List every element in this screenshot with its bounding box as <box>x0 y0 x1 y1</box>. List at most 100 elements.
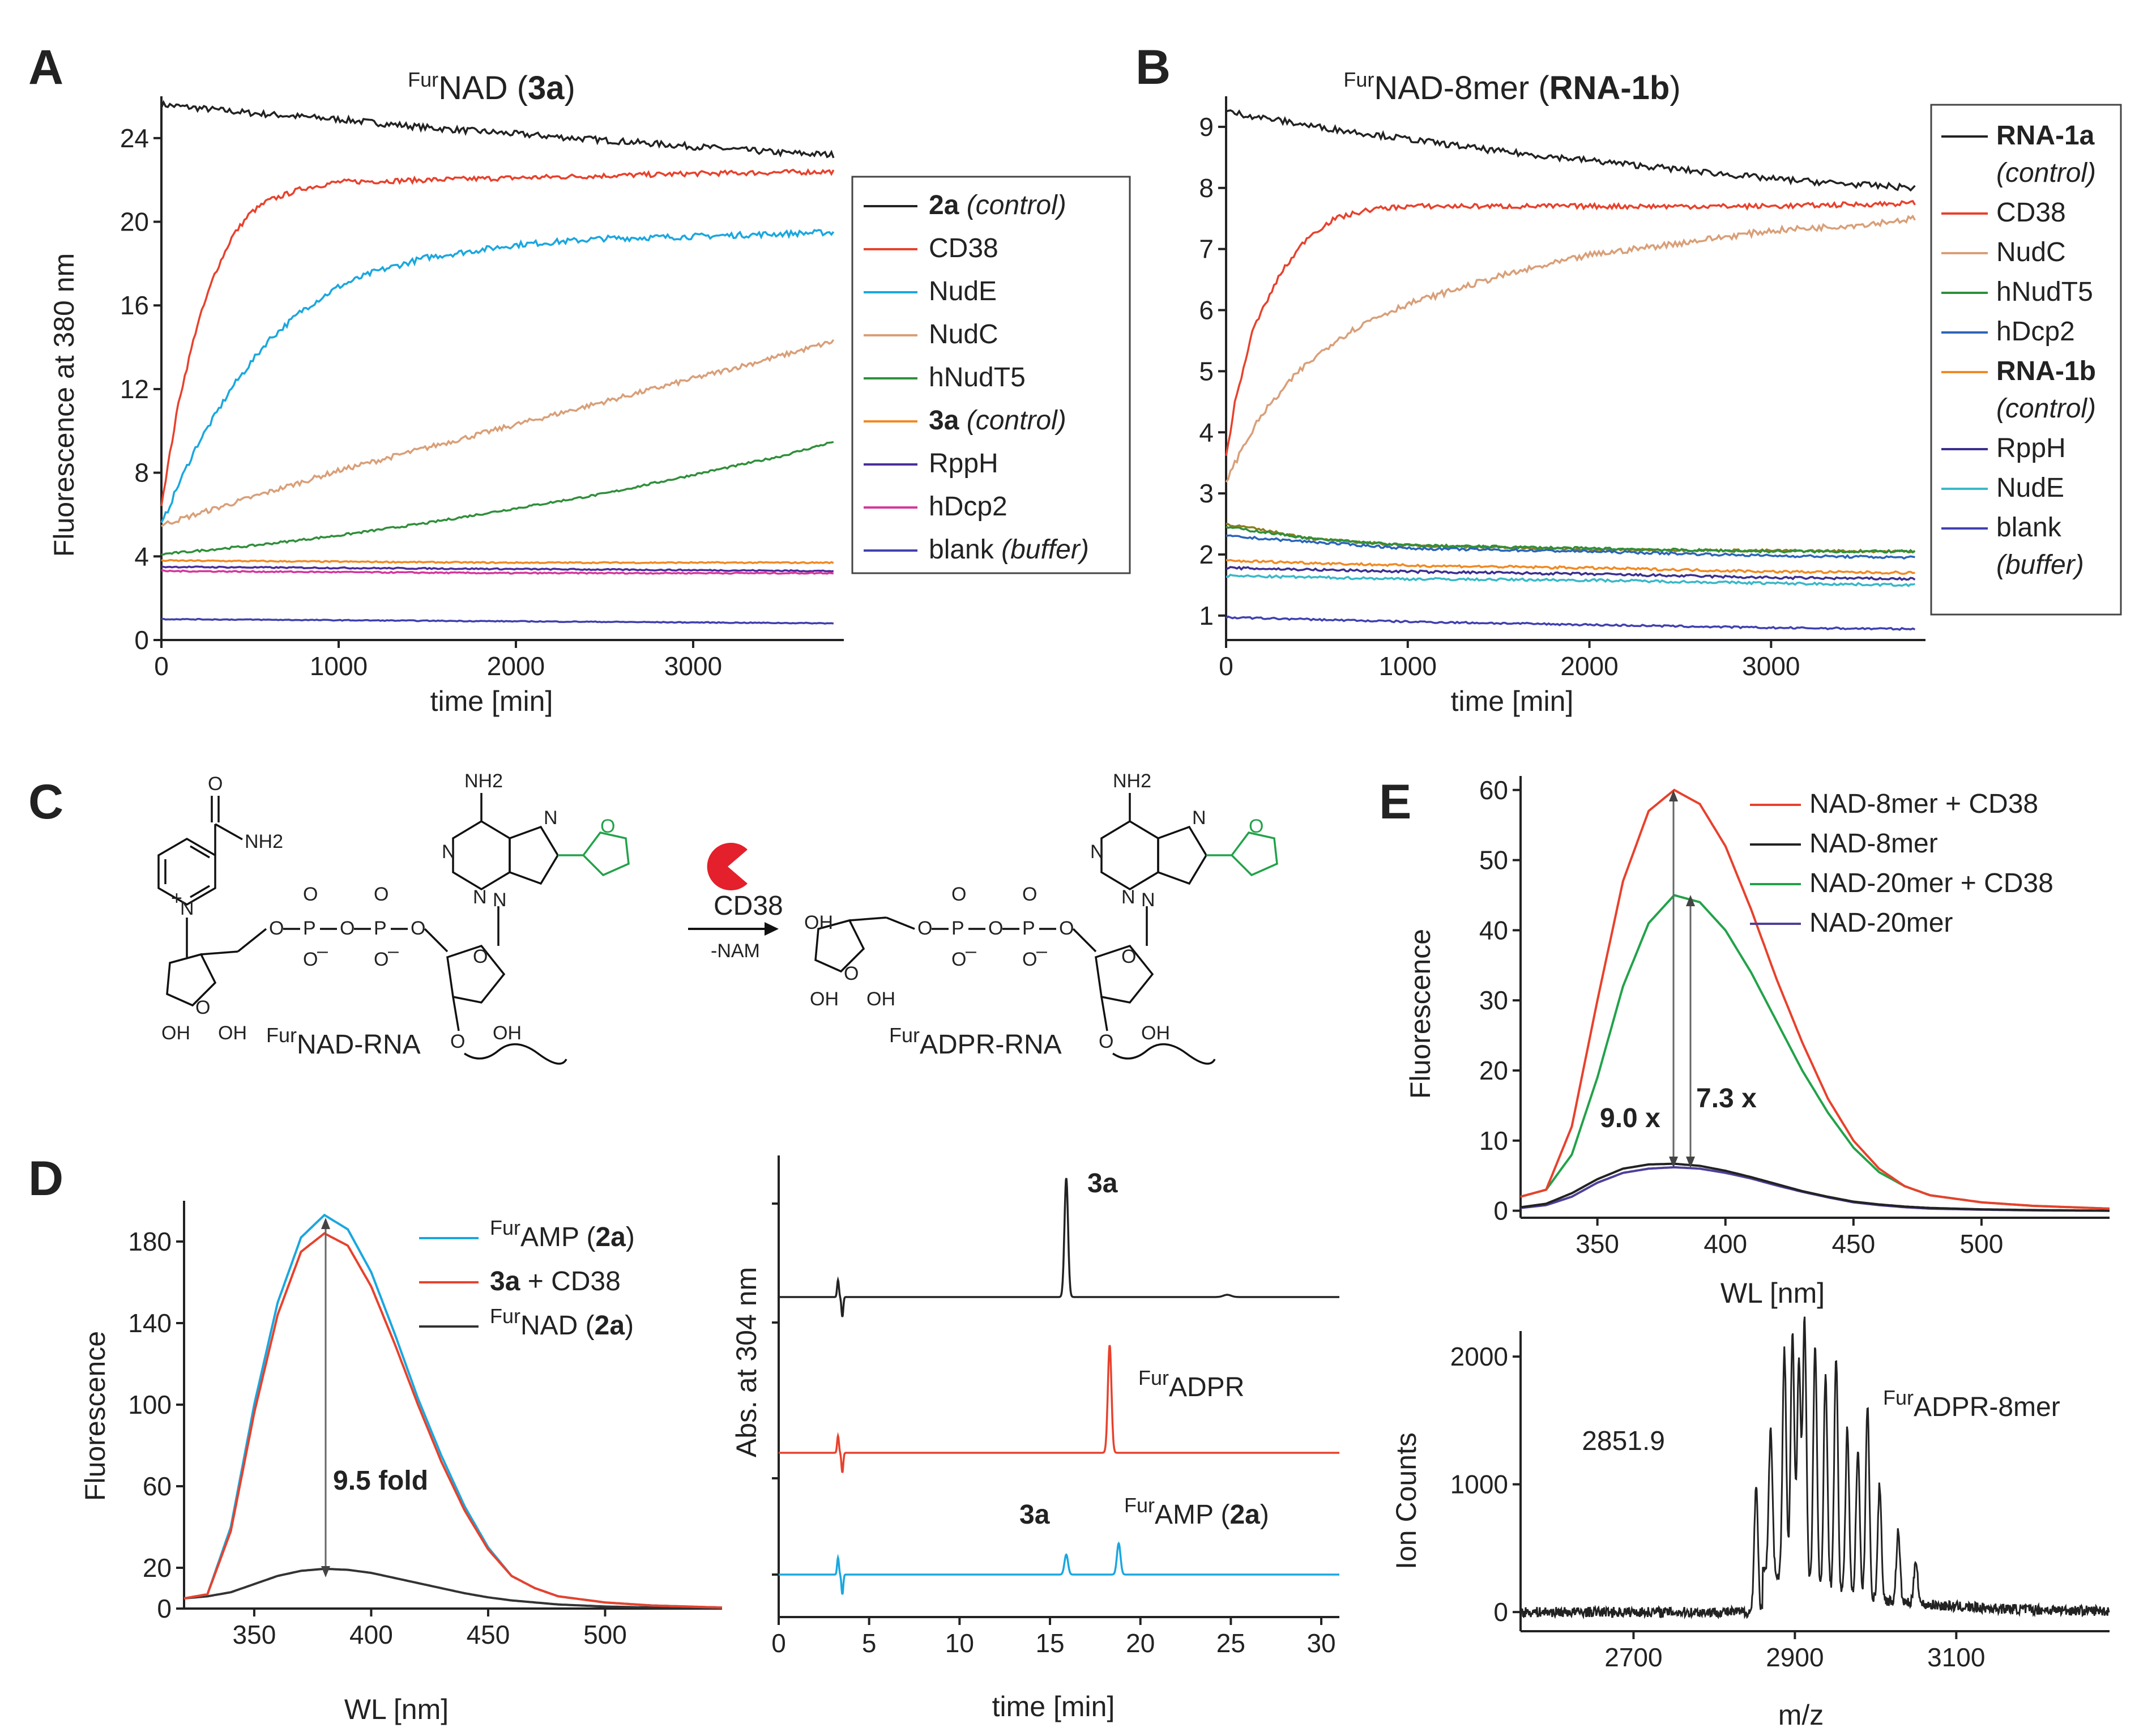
purine-nitrogen: N <box>1121 886 1135 908</box>
series-line-rna-1a-control- <box>1226 109 1916 192</box>
phosphate-oxygen: O <box>1022 949 1037 970</box>
chart-e2-spectrum <box>1519 1316 2110 1620</box>
legend-entry-a: 3a (control) <box>929 406 1066 436</box>
y-tick-label: 100 <box>128 1390 172 1419</box>
ribose-ch2 <box>200 950 238 956</box>
chart-a-legend: 2a (control) CD38 NudE NudC hNudT5 3a (contro… <box>851 176 1131 574</box>
y-tick-label: 9 <box>1199 112 1214 142</box>
legend-entry-a: blank (buffer) <box>929 535 1089 565</box>
legend-entry-a: RppH <box>929 449 998 479</box>
x-tick-label: 2000 <box>1560 651 1618 681</box>
series-line-nudc <box>161 339 835 527</box>
series-line-rpph <box>161 565 834 573</box>
purine-nitrogen: N <box>493 889 507 911</box>
legend-entry-b: hNudT5 <box>1996 277 2093 307</box>
left-diphosphate: O P O O – O P O O – O <box>269 884 449 970</box>
chart-d2-axes: 0 5 10 15 20 25 30 <box>771 1155 1339 1658</box>
negative-charge: – <box>966 940 976 962</box>
y-tick-label: 1 <box>1199 601 1214 630</box>
chart-a-axes: 0 1000 2000 3000 0 4 8 12 16 20 24 <box>120 96 844 681</box>
left-ribose: O OH OH <box>161 928 267 1044</box>
right-molecule: O OH OH OH O P O O – O P O O – O O OH <box>804 770 1278 1065</box>
y-tick-label: 180 <box>128 1227 172 1256</box>
panel-letter-d: D <box>28 1151 63 1206</box>
y-tick-label: 30 <box>1479 986 1508 1015</box>
fold-label-8mer: 9.0 x <box>1600 1103 1660 1133</box>
negative-charge: – <box>1036 940 1047 962</box>
legend-entry-b: CD38 <box>1996 198 2066 228</box>
amide-bond <box>215 823 243 841</box>
furan-oxygen: O <box>1249 816 1263 837</box>
bridge-oxygen: O <box>269 918 284 939</box>
x-tick-label: 400 <box>349 1620 393 1649</box>
peak-label-3a-blue: 3a <box>1019 1500 1050 1530</box>
y-tick-label: 60 <box>1479 775 1508 805</box>
chart-a-ylabel: Fluorescence at 380 nm <box>48 253 80 557</box>
rna-link <box>452 996 460 1031</box>
nicotinamide-ring: O NH2 N + <box>157 773 283 957</box>
y-tick-label: 5 <box>1199 356 1214 386</box>
ribose-oh: OH <box>804 912 833 933</box>
ribose-oh: OH <box>218 1022 247 1044</box>
y-tick-label: 7 <box>1199 234 1214 264</box>
series-line-rna-1b-control- <box>1226 558 1915 575</box>
x-tick-label: 3100 <box>1927 1643 1985 1672</box>
purine-nitrogen: N <box>544 807 558 829</box>
x-tick-label: 2900 <box>1766 1643 1824 1672</box>
y-tick-label: 140 <box>128 1308 172 1338</box>
chart-e1: 350 400 450 500 0 10 20 30 40 50 60 Fluorescence W… <box>1404 775 2110 1309</box>
chart-d1-axes: 350 400 450 500 0 20 60 100 140 180 <box>128 1201 722 1649</box>
legend-entry-b: RppH <box>1996 433 2066 463</box>
x-tick-label: 5 <box>862 1628 877 1658</box>
fold-arrow-head-icon <box>321 1566 330 1577</box>
x-tick-label: 500 <box>1960 1229 2004 1259</box>
legend-entry-a: hDcp2 <box>929 492 1007 522</box>
x-tick-label: 2000 <box>487 651 545 681</box>
legend-entry-a: hNudT5 <box>929 362 1026 393</box>
bridge-oxygen: O <box>1059 918 1074 939</box>
legend-entry-b: blank <box>1996 513 2062 543</box>
phosphate-oxygen: O <box>951 949 966 970</box>
legend-entry-b-note: (buffer) <box>1996 550 2084 580</box>
y-tick-label: 2 <box>1199 540 1214 569</box>
legend-entry-d1: 3a + CD38 <box>490 1266 621 1296</box>
chart-e1-series-group <box>1520 788 2110 1212</box>
x-tick-label: 20 <box>1126 1628 1155 1658</box>
arrow-head-icon <box>765 922 779 936</box>
pacman-enzyme-icon <box>707 843 748 891</box>
chromatogram-trace <box>779 1541 1339 1595</box>
amide-oxygen: O <box>208 773 223 795</box>
x-tick-label: 10 <box>945 1628 974 1658</box>
chart-b-axes: 0 1000 2000 3000 1 2 3 4 5 6 7 8 9 <box>1199 96 1925 681</box>
y-tick-label: 20 <box>120 207 149 237</box>
legend-entry-e1: NAD-8mer <box>1809 829 1938 859</box>
y-tick-label: 24 <box>120 123 149 153</box>
x-tick-label: 0 <box>154 651 169 681</box>
legend-entry-b: RNA-1b <box>1996 356 2096 386</box>
series-line-blank-buffer- <box>1225 615 1916 631</box>
x-tick-label: 450 <box>1831 1229 1875 1259</box>
ribose-oh: OH <box>810 988 839 1010</box>
series-line-3a-control- <box>161 559 834 565</box>
x-tick-label: 30 <box>1307 1628 1335 1658</box>
chart-e2-xlabel: m/z <box>1778 1699 1824 1731</box>
chart-d2-traces <box>779 1178 1339 1595</box>
spectrum-label: FurADPR-8mer <box>1883 1386 2060 1422</box>
y-tick-label: 12 <box>120 374 149 404</box>
legend-entry-b-note: (control) <box>1996 394 2096 424</box>
panel-letter-b: B <box>1135 40 1171 95</box>
legend-entry-b: NudE <box>1996 473 2064 503</box>
legend-entry-a: NudE <box>929 276 997 306</box>
panel-letter-c: C <box>28 775 63 829</box>
x-tick-label: 15 <box>1035 1628 1064 1658</box>
rna-chain <box>1112 1043 1216 1065</box>
legend-entry-e1: NAD-20mer + CD38 <box>1809 868 2053 898</box>
chart-d1-series-group <box>183 1213 723 1610</box>
fold-change-label: 9.5 fold <box>333 1466 428 1496</box>
y-tick-label: 6 <box>1199 296 1214 325</box>
y-tick-label: 0 <box>134 625 149 655</box>
y-tick-label: 4 <box>134 541 149 571</box>
y-tick-label: 20 <box>1479 1056 1508 1085</box>
ribose-oh: OH <box>161 1022 190 1044</box>
